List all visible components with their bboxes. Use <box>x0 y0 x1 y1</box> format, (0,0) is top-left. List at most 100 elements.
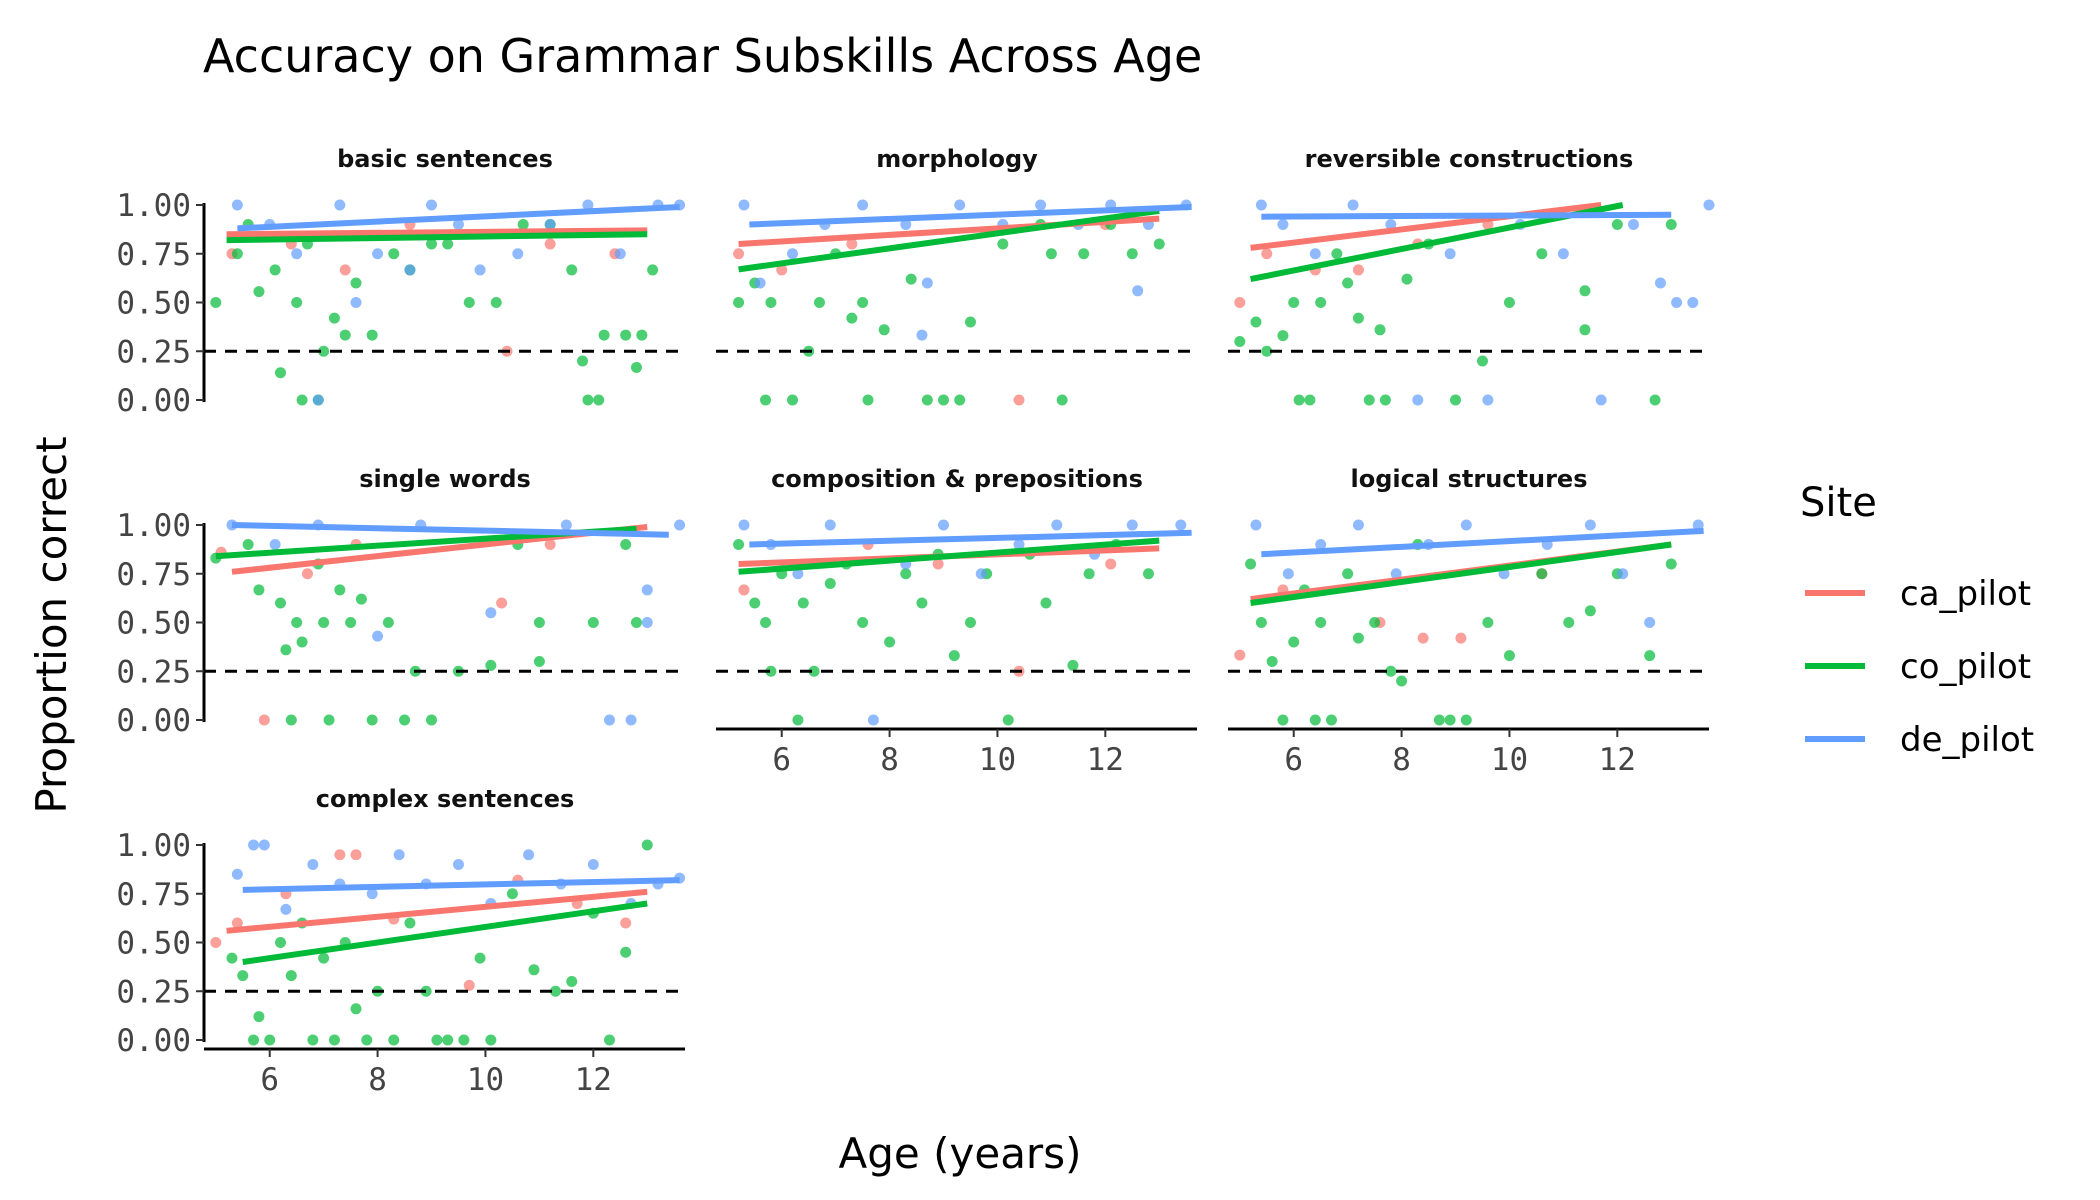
data-point-ca_pilot <box>350 849 362 861</box>
data-point-co_pilot <box>328 1034 340 1046</box>
data-point-co_pilot <box>296 394 308 406</box>
trend-line-ca_pilot <box>226 888 648 934</box>
data-point-de_pilot <box>1703 199 1715 211</box>
data-point-co_pilot <box>485 659 497 671</box>
data-point-de_pilot <box>787 248 799 260</box>
data-point-ca_pilot <box>544 238 556 250</box>
trend-line-co_pilot <box>1250 541 1672 606</box>
legend-label: co_pilot <box>1900 647 2031 687</box>
data-point-de_pilot <box>867 714 879 726</box>
data-point-co_pilot <box>237 970 249 982</box>
data-point-co_pilot <box>366 329 378 341</box>
y-tick-label: 0.50 <box>116 606 191 642</box>
data-point-co_pilot <box>334 584 346 596</box>
trend-line-co_pilot <box>226 231 648 244</box>
data-point-co_pilot <box>603 1034 615 1046</box>
data-point-co_pilot <box>269 264 281 276</box>
data-point-co_pilot <box>997 238 1009 250</box>
data-point-co_pilot <box>550 985 562 997</box>
data-point-co_pilot <box>797 597 809 609</box>
data-point-de_pilot <box>954 199 966 211</box>
data-point-co_pilot <box>1153 238 1165 250</box>
data-point-co_pilot <box>1369 617 1381 628</box>
data-point-co_pilot <box>1579 324 1591 336</box>
y-tick-label: 0.75 <box>116 557 191 593</box>
x-tick-label: 10 <box>467 1062 504 1098</box>
data-point-de_pilot <box>1390 568 1402 580</box>
trend-line-ca_pilot <box>226 227 648 238</box>
legend: Site ca_pilot co_pilot de_pilot <box>1800 480 2034 760</box>
legend-label: ca_pilot <box>1900 574 2031 614</box>
data-point-co_pilot <box>1266 656 1278 667</box>
data-point-ca_pilot <box>544 539 556 550</box>
data-point-de_pilot <box>1051 519 1063 531</box>
data-point-co_pilot <box>630 617 642 628</box>
trend-line-co_pilot <box>738 207 1160 273</box>
data-point-de_pilot <box>1352 519 1364 531</box>
data-point-co_pilot <box>1503 650 1515 662</box>
data-point-de_pilot <box>1617 568 1629 580</box>
data-point-co_pilot <box>1450 394 1462 406</box>
data-point-co_pilot <box>291 617 303 628</box>
data-point-co_pilot <box>1277 330 1289 342</box>
data-point-co_pilot <box>253 1011 265 1023</box>
data-point-co_pilot <box>285 714 297 726</box>
data-point-de_pilot <box>334 199 346 211</box>
legend-label: de_pilot <box>1900 720 2034 760</box>
data-point-de_pilot <box>614 248 626 260</box>
data-point-de_pilot <box>1315 539 1327 550</box>
data-point-de_pilot <box>921 277 933 289</box>
data-point-co_pilot <box>431 1034 443 1046</box>
data-point-co_pilot <box>760 394 772 406</box>
data-point-co_pilot <box>1503 297 1515 308</box>
panel-title: reversible constructions <box>1305 145 1634 173</box>
data-point-co_pilot <box>1277 714 1289 726</box>
data-point-de_pilot <box>1126 519 1138 531</box>
data-point-de_pilot <box>1255 199 1267 211</box>
data-point-co_pilot <box>1315 617 1327 628</box>
data-point-co_pilot <box>636 329 648 341</box>
data-point-co_pilot <box>857 617 869 628</box>
data-point-co_pilot <box>1315 297 1327 308</box>
data-point-co_pilot <box>964 617 976 628</box>
data-point-de_pilot <box>474 264 486 276</box>
data-point-co_pilot <box>1234 336 1246 347</box>
data-point-co_pilot <box>350 277 362 289</box>
data-point-co_pilot <box>577 355 589 367</box>
data-point-de_pilot <box>1671 297 1683 308</box>
y-tick-label: 0.25 <box>116 334 191 370</box>
data-point-ca_pilot <box>301 568 313 580</box>
data-point-co_pilot <box>1083 568 1095 580</box>
data-point-co_pilot <box>490 297 502 308</box>
data-point-co_pilot <box>533 617 545 628</box>
data-point-co_pilot <box>264 1034 276 1046</box>
data-point-co_pilot <box>1644 650 1656 662</box>
data-point-co_pilot <box>1331 248 1343 260</box>
data-point-de_pilot <box>1595 394 1607 406</box>
data-point-de_pilot <box>1627 219 1639 230</box>
data-point-de_pilot <box>269 539 281 550</box>
data-point-de_pilot <box>1385 219 1397 230</box>
data-point-co_pilot <box>905 273 917 285</box>
data-point-co_pilot <box>1374 324 1386 336</box>
data-point-co_pilot <box>1536 248 1548 260</box>
data-point-ca_pilot <box>1261 248 1273 260</box>
data-point-co_pilot <box>361 1034 373 1046</box>
data-point-ca_pilot <box>620 917 632 929</box>
data-point-ca_pilot <box>1105 558 1117 570</box>
data-point-ca_pilot <box>846 238 858 250</box>
data-point-co_pilot <box>1293 394 1305 406</box>
data-point-co_pilot <box>280 644 292 656</box>
data-point-co_pilot <box>1245 558 1257 570</box>
data-point-ca_pilot <box>932 558 944 570</box>
data-point-de_pilot <box>231 199 243 211</box>
panel-title: single words <box>359 465 531 493</box>
data-point-ca_pilot <box>1455 632 1467 644</box>
data-point-de_pilot <box>824 519 836 531</box>
y-tick-label: 1.00 <box>116 508 191 544</box>
trend-line-co_pilot <box>738 537 1160 575</box>
data-point-de_pilot <box>900 219 912 230</box>
data-point-de_pilot <box>916 329 928 341</box>
data-point-de_pilot <box>674 519 686 531</box>
